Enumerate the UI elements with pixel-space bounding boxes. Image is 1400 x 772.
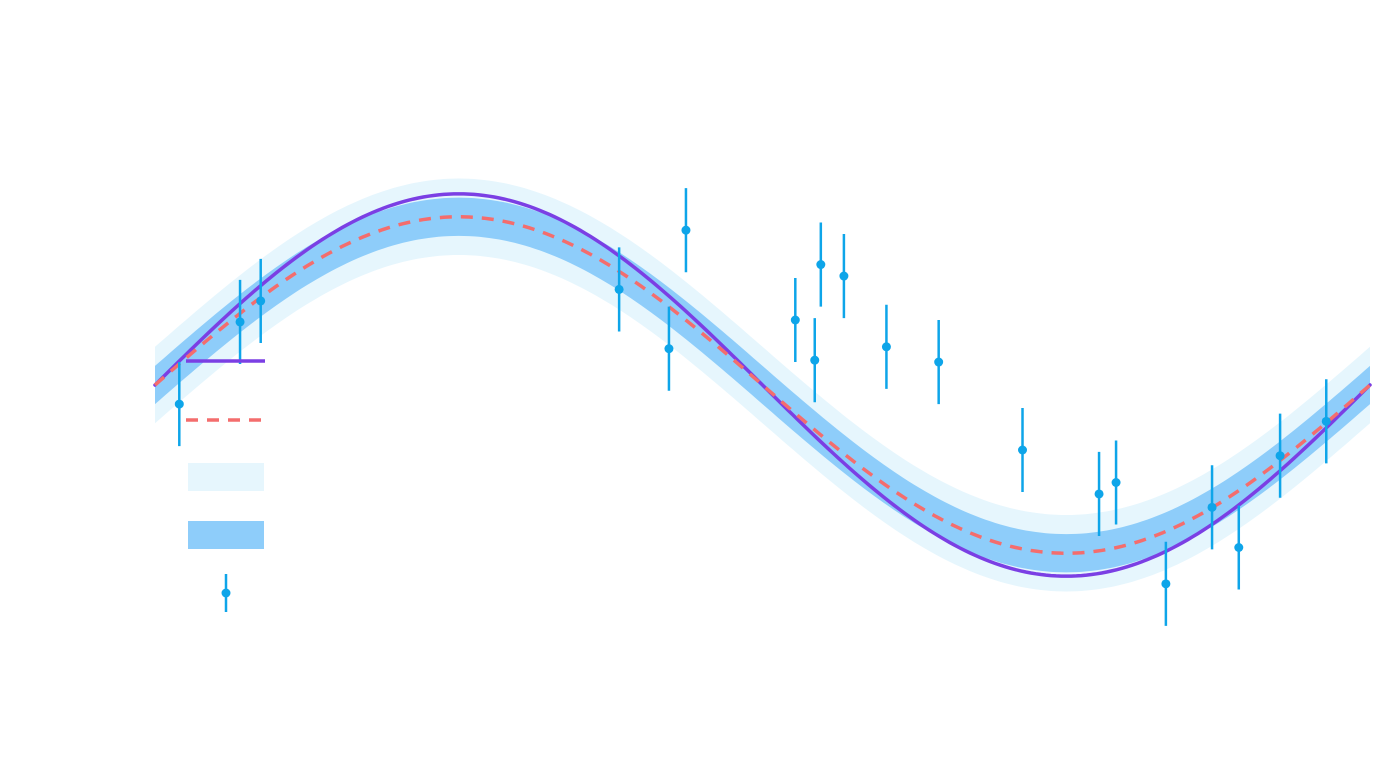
observation-point bbox=[1161, 579, 1171, 589]
observation-point bbox=[664, 344, 674, 354]
observation-point bbox=[1207, 502, 1217, 512]
observation-point bbox=[1111, 478, 1121, 487]
observation-point bbox=[881, 342, 891, 352]
legend-observation-marker bbox=[221, 588, 231, 598]
observation-point bbox=[1321, 416, 1331, 426]
observation-point bbox=[256, 296, 266, 306]
observation-point bbox=[1275, 451, 1285, 461]
observation-point bbox=[1018, 445, 1028, 455]
observation-point bbox=[681, 225, 691, 235]
observation-point bbox=[934, 357, 944, 367]
observation-point bbox=[235, 317, 245, 327]
legend bbox=[186, 359, 265, 612]
observation-point bbox=[839, 271, 849, 281]
observation-points bbox=[174, 188, 1331, 626]
plot-area bbox=[153, 178, 1372, 626]
observation-point bbox=[1094, 489, 1104, 499]
observation-point bbox=[816, 260, 826, 270]
true-function-line bbox=[153, 192, 1372, 578]
observation-point bbox=[614, 284, 624, 294]
observation-point bbox=[174, 399, 184, 409]
observation-point bbox=[1234, 543, 1244, 552]
observation-point bbox=[790, 315, 800, 325]
legend-inner-band-swatch bbox=[188, 521, 264, 549]
legend-outer-band-swatch bbox=[188, 463, 264, 491]
observation-point bbox=[810, 355, 820, 365]
